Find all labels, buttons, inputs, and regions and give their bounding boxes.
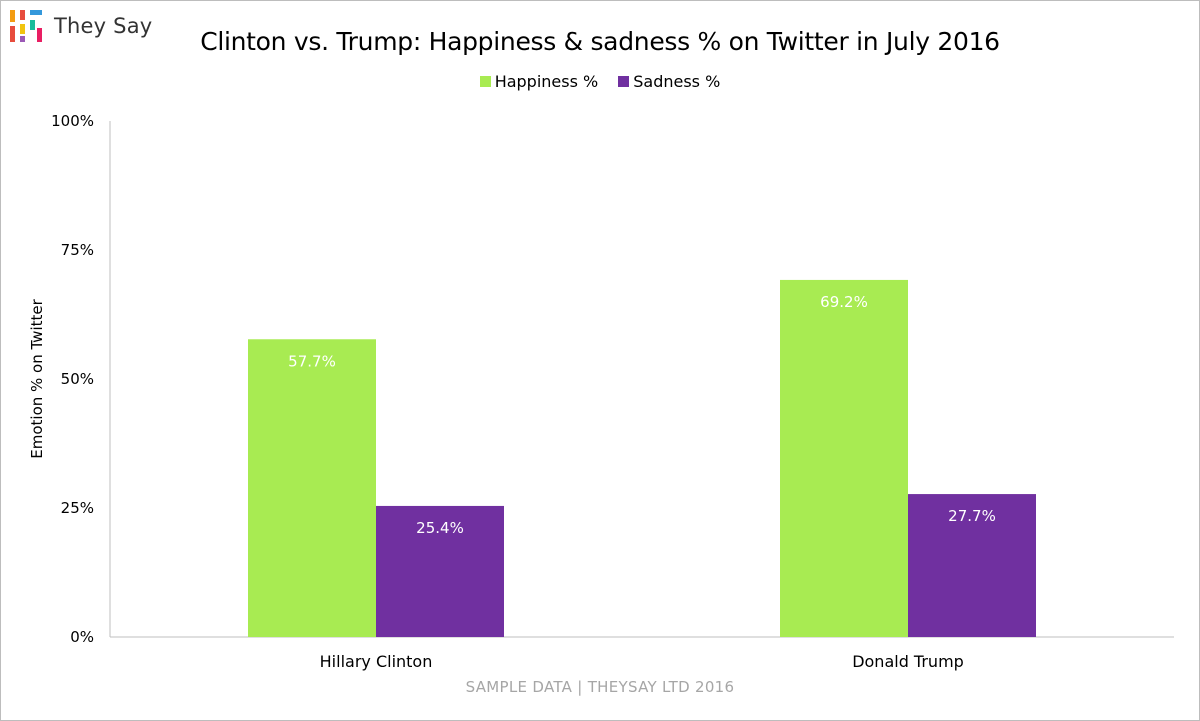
legend-swatch-happiness — [479, 76, 491, 87]
bar — [248, 339, 376, 637]
logo: They Say — [8, 8, 152, 44]
legend-label-sadness: Sadness % — [633, 72, 721, 91]
x-tick-label: Hillary Clinton — [320, 652, 433, 671]
bar — [780, 279, 908, 637]
legend-label-happiness: Happiness % — [494, 72, 599, 91]
chart-title: Clinton vs. Trump: Happiness & sadness %… — [200, 27, 1000, 56]
bar — [376, 505, 504, 637]
legend-item-happiness: Happiness % — [479, 72, 599, 91]
y-tick-label: 25% — [61, 499, 94, 517]
logo-name: They Say — [54, 14, 153, 38]
theysay-logo-icon — [10, 10, 42, 42]
y-tick-label: 50% — [61, 370, 94, 388]
x-tick-label: Donald Trump — [852, 652, 964, 671]
data-label: 57.7% — [288, 352, 336, 370]
bar — [908, 494, 1036, 637]
footer-note: SAMPLE DATA | THEYSAY LTD 2016 — [465, 678, 735, 696]
legend: Happiness % Sadness % — [0, 72, 1200, 91]
y-tick-label: 100% — [51, 112, 94, 130]
legend-swatch-sadness — [618, 76, 630, 87]
data-label: 27.7% — [948, 507, 996, 525]
y-tick-label: 0% — [70, 628, 94, 646]
legend-item-sadness: Sadness % — [618, 72, 720, 91]
y-tick-label: 75% — [61, 241, 94, 259]
y-axis-label: Emotion % on Twitter — [28, 298, 46, 458]
data-label: 69.2% — [820, 293, 868, 311]
data-label: 25.4% — [416, 519, 464, 537]
